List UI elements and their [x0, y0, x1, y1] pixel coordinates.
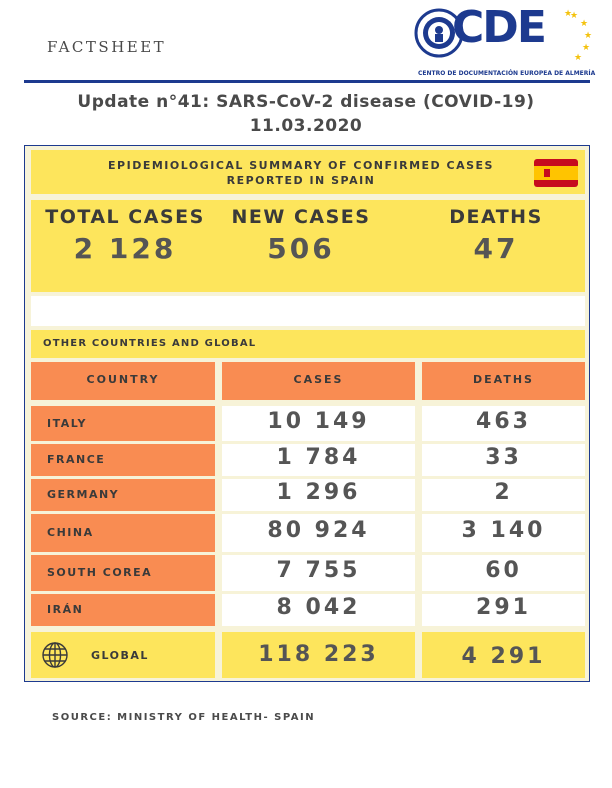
new-cases-value: 506 [267, 232, 335, 265]
other-countries-label: OTHER COUNTRIES AND GLOBAL [43, 338, 257, 349]
cases-cell: 8 042 [222, 594, 415, 626]
summary-heading-line2: REPORTED IN SPAIN [226, 174, 376, 187]
cases-cell: 10 149 [222, 406, 415, 441]
summary-heading: EPIDEMIOLOGICAL SUMMARY OF CONFIRMED CAS… [71, 158, 531, 188]
country-cell: IRÁN [31, 594, 215, 626]
total-cases-stat: TOTAL CASES 2 128 [35, 206, 215, 265]
summary-heading-line1: EPIDEMIOLOGICAL SUMMARY OF CONFIRMED CAS… [108, 159, 494, 172]
svg-text:★: ★ [584, 31, 592, 41]
cases-cell: 80 924 [222, 514, 415, 552]
svg-text:★: ★ [582, 43, 590, 53]
global-label-cell: GLOBAL [31, 632, 215, 678]
column-header-country: COUNTRY [31, 362, 215, 400]
column-header-cases: CASES [222, 362, 415, 400]
page-date: 11.03.2020 [249, 116, 363, 136]
deaths-cell: 33 [422, 444, 585, 476]
global-cases-cell: 118 223 [222, 632, 415, 678]
svg-text:★: ★ [570, 11, 578, 21]
country-cell: FRANCE [31, 444, 215, 476]
eu-stars-icon: ★★★ ★★★ [564, 9, 592, 63]
deaths-stat: DEATHS 47 [406, 206, 586, 265]
logo-wordmark: CDE [452, 2, 547, 53]
total-cases-label: TOTAL CASES [45, 206, 205, 228]
epidemiological-summary-banner: EPIDEMIOLOGICAL SUMMARY OF CONFIRMED CAS… [31, 150, 585, 194]
new-cases-stat: NEW CASES 506 [211, 206, 391, 265]
emblem-seal-icon [414, 8, 464, 58]
cases-cell: 1 296 [222, 479, 415, 511]
svg-text:★: ★ [574, 53, 582, 63]
deaths-value: 47 [473, 232, 519, 265]
source-note: SOURCE: MINISTRY OF HEALTH- SPAIN [52, 712, 316, 723]
deaths-cell: 2 [422, 479, 585, 511]
global-deaths-cell: 4 291 [422, 632, 585, 678]
svg-text:★: ★ [580, 19, 588, 29]
cde-logo: CDE ★ ★ ★ ★ ★ ★ CENTRO DE DOCUMENTACIÓN EURO… [414, 2, 596, 80]
cases-cell: 1 784 [222, 444, 415, 476]
country-cell: CHINA [31, 514, 215, 552]
header-divider [24, 80, 590, 83]
total-cases-value: 2 128 [73, 232, 177, 265]
country-cell: GERMANY [31, 479, 215, 511]
column-header-deaths: DEATHS [422, 362, 585, 400]
deaths-label: DEATHS [449, 206, 543, 228]
deaths-cell: 60 [422, 555, 585, 591]
spain-flag-icon [534, 159, 578, 187]
deaths-cell: 3 140 [422, 514, 585, 552]
deaths-cell: 291 [422, 594, 585, 626]
other-countries-banner: OTHER COUNTRIES AND GLOBAL [31, 330, 585, 358]
country-cell: ITALY [31, 406, 215, 441]
page-title: Update n°41: SARS-CoV-2 disease (COVID-1… [77, 92, 535, 112]
new-cases-label: NEW CASES [231, 206, 371, 228]
factsheet-label: FACTSHEET [47, 38, 167, 56]
country-cell: SOUTH COREA [31, 555, 215, 591]
spacer-row [31, 296, 585, 326]
spain-totals-panel: TOTAL CASES 2 128 NEW CASES 506 DEATHS 4… [31, 200, 585, 292]
deaths-cell: 463 [422, 406, 585, 441]
globe-icon [42, 642, 68, 668]
svg-text:★: ★ [564, 9, 572, 19]
global-label: GLOBAL [91, 649, 149, 662]
logo-subtitle: CENTRO DE DOCUMENTACIÓN EUROPEA DE ALMER… [418, 70, 596, 77]
cases-cell: 7 755 [222, 555, 415, 591]
